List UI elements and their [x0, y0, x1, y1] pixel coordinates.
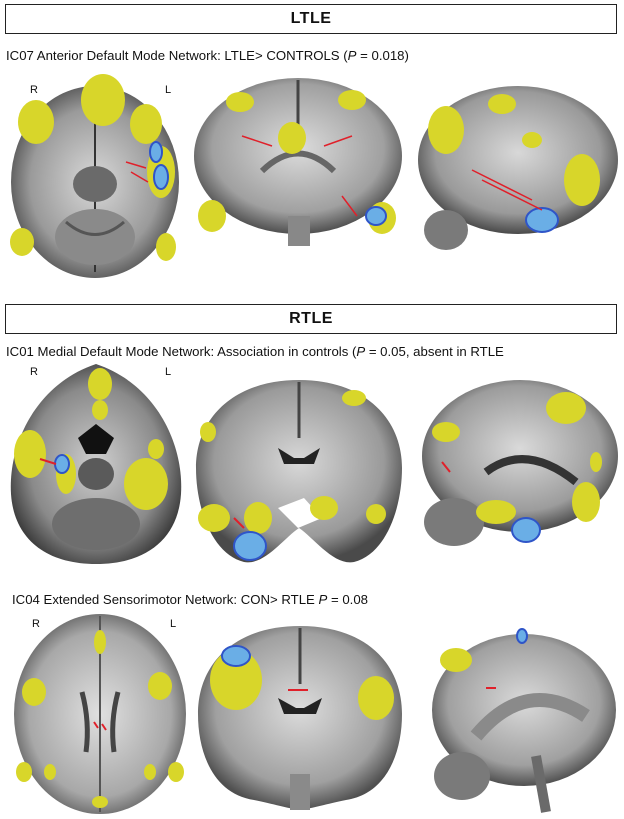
brain-slice-axial-ic04 [14, 614, 186, 814]
brain-slice-axial-ic07 [10, 74, 179, 278]
orientation-right-label: R [30, 366, 38, 378]
orientation-right-label: R [32, 618, 40, 630]
brain-slice-sagittal-ic01 [422, 380, 618, 546]
section-header-label: LTLE [290, 10, 332, 27]
figure-caption-ic01: IC01 Medial Default Mode Network: Associ… [6, 344, 504, 359]
figure-caption-ic07: IC07 Anterior Default Mode Network: LTLE… [6, 48, 409, 63]
brain-slice-sagittal-ic04 [432, 628, 616, 813]
brain-slice-sagittal-ic07 [418, 86, 618, 250]
section-header-ltle: LTLE [5, 4, 617, 34]
section-header-label: RTLE [289, 310, 333, 327]
orientation-left-label: L [165, 84, 172, 96]
brain-slice-axial-ic01 [10, 364, 182, 564]
brain-slice-coronal-ic07 [194, 78, 402, 246]
figure-caption-ic04: IC04 Extended Sensorimotor Network: CON>… [12, 592, 368, 607]
orientation-left-label: L [170, 618, 177, 630]
brain-slice-coronal-ic04 [198, 626, 402, 810]
section-header-rtle: RTLE [5, 304, 617, 334]
orientation-right-label: R [30, 84, 38, 96]
orientation-left-label: L [165, 366, 172, 378]
brain-slice-coronal-ic01 [196, 380, 402, 563]
